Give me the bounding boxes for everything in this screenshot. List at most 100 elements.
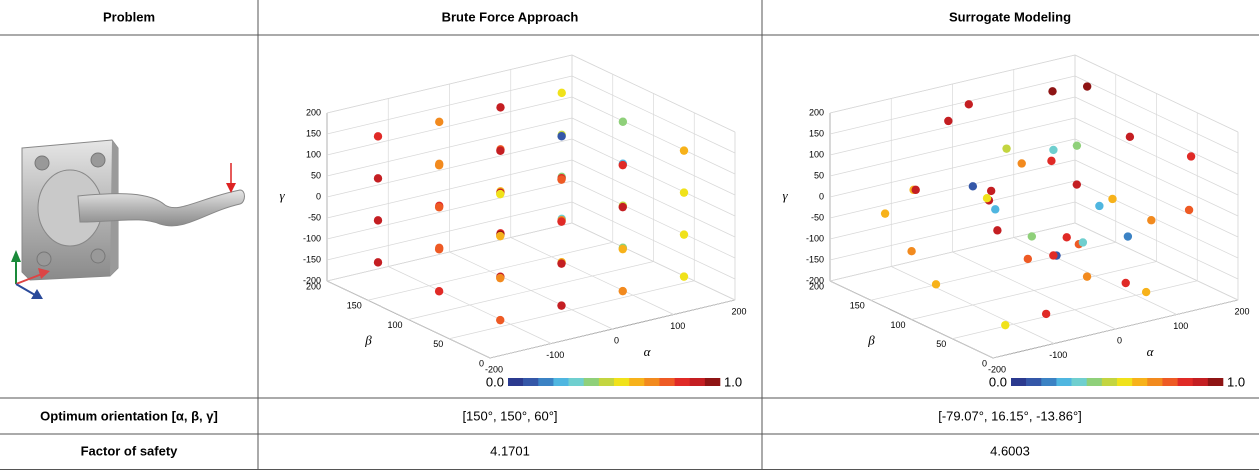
y-tick-label: 100 [387,320,402,330]
colorbar-swatch [675,378,690,386]
point [619,161,627,169]
colorbar-label: 1.0 [1227,374,1245,389]
point [1073,180,1081,188]
colorbar-swatch [614,378,629,386]
z-tick-label: -150 [806,254,824,264]
point [680,230,688,238]
point [496,232,504,240]
z-tick-label: 200 [306,107,321,117]
point [932,280,940,288]
point [374,216,382,224]
point [1042,310,1050,318]
z-tick-label: 150 [809,128,824,138]
colorbar-swatch [1193,378,1208,386]
point [435,161,443,169]
colorbar-swatch [523,378,538,386]
cell: [-79.07°, 16.15°, -13.86°] [938,408,1082,423]
point [496,316,504,324]
point [881,209,889,217]
z-tick-label: 50 [311,170,321,180]
colorbar-swatch [553,378,568,386]
point [557,301,565,309]
colorbar-swatch [1147,378,1162,386]
colorbar-swatch [1072,378,1087,386]
colorbar-swatch [1117,378,1132,386]
point [1047,157,1055,165]
point [619,287,627,295]
plot-3d: -200-1000100200050100150200-200-150-100-… [782,55,1249,389]
grid-line [952,281,1197,339]
point [558,89,566,97]
point [1095,202,1103,210]
colorbar-swatch [538,378,553,386]
axis-triad-blue [16,284,35,295]
hole [37,252,51,266]
point [557,259,565,267]
x-axis-label: α [1147,344,1155,359]
colorbar-swatch [1087,378,1102,386]
x-tick-label: 100 [670,321,685,331]
x-tick-label: 100 [1173,321,1188,331]
grid-line [490,300,735,358]
point [496,147,504,155]
plot-3d: -200-1000100200050100150200-200-150-100-… [279,55,746,389]
row-label: Optimum orientation [α, β, γ] [40,408,218,423]
point [435,245,443,253]
colorbar-swatch [508,378,523,386]
point [619,245,627,253]
grid-line [912,262,1157,320]
point [1048,87,1056,95]
point [944,117,952,125]
z-tick-label: -100 [303,233,321,243]
x-tick-label: -200 [485,364,503,374]
point [1024,255,1032,263]
colorbar-swatch [644,378,659,386]
grid-line [449,281,694,339]
colorbar-swatch [705,378,720,386]
z-tick-label: -200 [303,275,321,285]
point [496,103,504,111]
point [1018,159,1026,167]
y-axis-label: β [867,332,875,347]
z-tick-label: -100 [806,233,824,243]
z-tick-label: 0 [316,191,321,201]
grid-line [368,242,613,300]
z-tick-label: 50 [814,170,824,180]
colorbar-swatch [584,378,599,386]
colorbar-swatch [690,378,705,386]
x-tick-label: 0 [614,335,619,345]
colorbar-swatch [1026,378,1041,386]
point [557,175,565,183]
colorbar-swatch [1178,378,1193,386]
point [1187,152,1195,160]
y-tick-label: 0 [982,358,987,368]
z-tick-label: -150 [303,254,321,264]
header-cell: Surrogate Modeling [949,9,1071,24]
point [1108,195,1116,203]
point [619,203,627,211]
hole [91,249,105,263]
grid-line [409,262,654,320]
point [965,100,973,108]
point [987,187,995,195]
point [1126,133,1134,141]
point [969,182,977,190]
cell: 4.1701 [490,443,530,458]
figure-table: Problem Brute Force Approach Surrogate M… [0,0,1259,470]
point [1063,233,1071,241]
point [1049,251,1057,259]
header-cell: Problem [103,9,155,24]
colorbar-swatch [1041,378,1056,386]
point [1185,206,1193,214]
y-tick-label: 150 [347,301,362,311]
point [991,205,999,213]
y-tick-label: 150 [850,301,865,311]
colorbar-label: 1.0 [724,374,742,389]
x-axis-label: α [644,344,652,359]
point [1002,144,1010,152]
point [496,274,504,282]
colorbar-swatch [1011,378,1026,386]
point [374,132,382,140]
z-tick-label: -200 [806,275,824,285]
axis-triad-head [11,250,21,262]
